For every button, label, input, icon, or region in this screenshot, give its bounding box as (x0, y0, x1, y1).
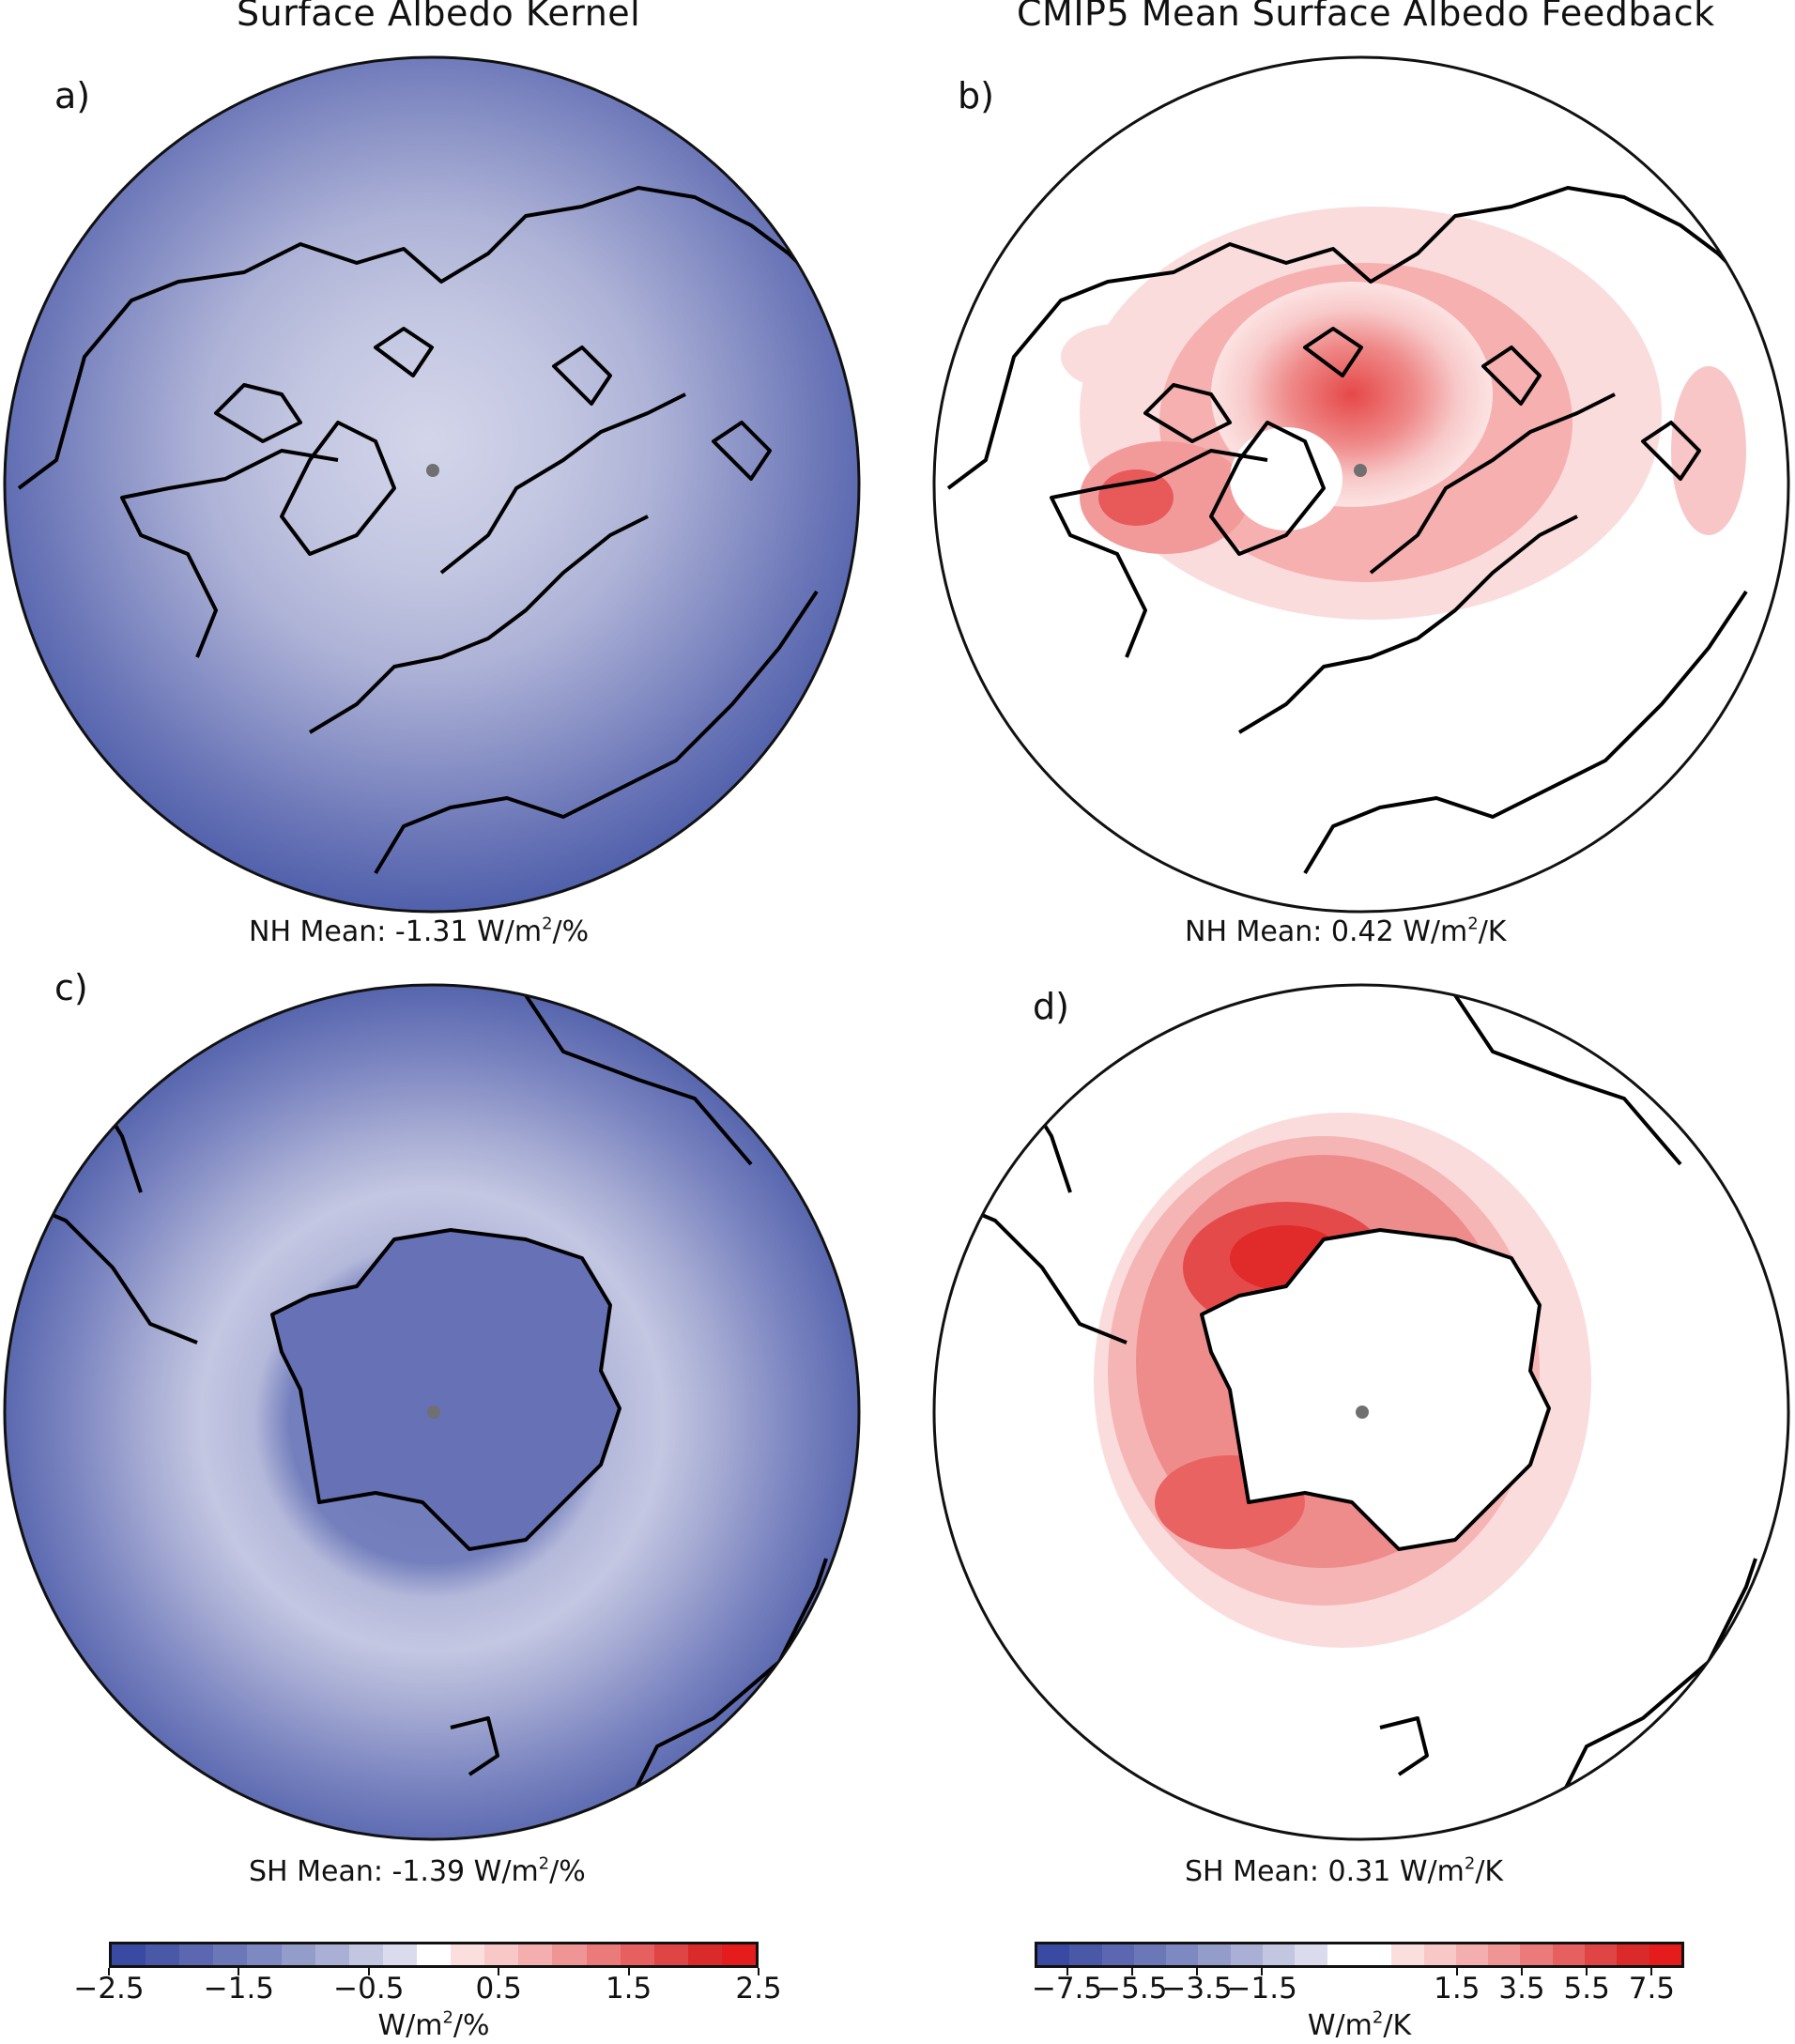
mean-label-d: SH Mean: 0.31 W/m2/K (1185, 1853, 1504, 1888)
colorbar-tickmark (1521, 1968, 1523, 1975)
colorbar-tickmark (1261, 1968, 1264, 1975)
colorbar-tickmark (1455, 1968, 1458, 1975)
colorbar-swatch (247, 1944, 282, 1965)
colorbar-tick-label: 1.5 (1434, 1972, 1480, 2006)
colorbar-swatch (1133, 1944, 1167, 1965)
colorbar-tick-label: −1.5 (1226, 1972, 1297, 2006)
pole-dot (1354, 464, 1367, 477)
colorbar-tickmark (238, 1968, 240, 1975)
coastline-antarctica (270, 1228, 621, 1551)
colorbar-tickmark (1650, 1968, 1653, 1975)
colorbar-swatch (1037, 1944, 1070, 1965)
colorbar-right (1035, 1942, 1684, 1968)
colorbar-swatch (552, 1944, 587, 1965)
colorbar-tick-label: −7.5 (1031, 1972, 1103, 2006)
colorbar-swatch (1391, 1944, 1424, 1965)
colorbar-swatch (1166, 1944, 1199, 1965)
pole-dot (426, 464, 439, 477)
colorbar-swatch (315, 1944, 349, 1965)
map-panel-d (932, 983, 1790, 1841)
colorbar-swatch (687, 1944, 722, 1965)
map-panel-a (3, 55, 861, 914)
title-left: Surface Albedo Kernel (237, 0, 641, 34)
colorbar-swatch (518, 1944, 553, 1965)
colorbar-swatch (348, 1944, 383, 1965)
colorbar-swatch (1520, 1944, 1553, 1965)
colorbar-swatch (620, 1944, 654, 1965)
panel-label-c: c) (54, 967, 88, 1008)
colorbar-tickmark (498, 1968, 500, 1975)
colorbar-tickmark (1586, 1968, 1588, 1975)
colorbar-swatch (484, 1944, 519, 1965)
colorbar-swatch (1358, 1944, 1392, 1965)
title-right: CMIP5 Mean Surface Albedo Feedback (1017, 0, 1715, 34)
colorbar-swatch (179, 1944, 214, 1965)
colorbar-tick-label: −0.5 (333, 1972, 405, 2006)
colorbar-swatch (1488, 1944, 1521, 1965)
colorbar-tick-label: 5.5 (1563, 1972, 1610, 2006)
colorbar-swatch (586, 1944, 621, 1965)
colorbar-tick-label: −5.5 (1097, 1972, 1168, 2006)
colorbar-swatch (1295, 1944, 1327, 1965)
panel-label-a: a) (54, 75, 91, 116)
colorbar-tickmark (1196, 1968, 1198, 1975)
panel-label-b: b) (958, 75, 994, 116)
colorbar-swatch (1198, 1944, 1231, 1965)
colorbar-swatch (1423, 1944, 1456, 1965)
panel-label-d: d) (1033, 986, 1069, 1027)
colorbar-tickmark (108, 1968, 110, 1975)
map-panel-c (3, 983, 861, 1841)
colorbar-tickmark (1066, 1968, 1068, 1975)
colorbar-swatch (1327, 1944, 1359, 1965)
colorbar-tick-label: 3.5 (1498, 1972, 1545, 2006)
pole-dot (1356, 1406, 1369, 1419)
colorbar-tick-label: 0.5 (475, 1972, 522, 2006)
colorbar-left-unit: W/m2/% (377, 2007, 490, 2042)
colorbar-tick-label: 1.5 (605, 1972, 652, 2006)
colorbar-swatch (213, 1944, 248, 1965)
mean-label-c: SH Mean: -1.39 W/m2/% (249, 1853, 586, 1888)
colorbar-swatch (416, 1944, 452, 1965)
colorbar-swatch (653, 1944, 688, 1965)
colorbar-tickmark (367, 1968, 370, 1975)
colorbar-swatch (1649, 1944, 1681, 1965)
colorbar-swatch (1552, 1944, 1586, 1965)
colorbar-swatch (721, 1944, 757, 1965)
colorbar-tick-label: 7.5 (1628, 1972, 1676, 2006)
map-panel-b (932, 55, 1790, 914)
colorbar-swatch (1069, 1944, 1102, 1965)
colorbar-swatch (451, 1944, 485, 1965)
mean-label-a: NH Mean: -1.31 W/m2/% (249, 914, 590, 948)
colorbar-tickmark (758, 1968, 759, 1975)
colorbar-swatch (1455, 1944, 1489, 1965)
colorbar-tick-label: 2.5 (735, 1972, 782, 2006)
colorbar-left (109, 1942, 759, 1968)
pole-dot (427, 1406, 440, 1419)
colorbar-tickmark (627, 1968, 630, 1975)
colorbar-swatch (1230, 1944, 1264, 1965)
colorbar-swatch (1617, 1944, 1649, 1965)
colorbar-swatch (146, 1944, 180, 1965)
colorbar-tick-label: −2.5 (73, 1972, 145, 2006)
colorbar-swatch (281, 1944, 315, 1965)
colorbar-swatch (1263, 1944, 1296, 1965)
colorbar-swatch (1585, 1944, 1618, 1965)
colorbar-right-unit: W/m2/K (1307, 2007, 1412, 2042)
colorbar-tickmark (1130, 1968, 1133, 1975)
coastline-north-america (17, 186, 847, 490)
colorbar-swatch (382, 1944, 417, 1965)
colorbar-swatch (1101, 1944, 1134, 1965)
mean-label-b: NH Mean: 0.42 W/m2/K (1185, 914, 1507, 948)
colorbar-tick-label: −3.5 (1161, 1972, 1233, 2006)
colorbar-swatch (112, 1944, 146, 1965)
colorbar-tick-label: −1.5 (203, 1972, 275, 2006)
